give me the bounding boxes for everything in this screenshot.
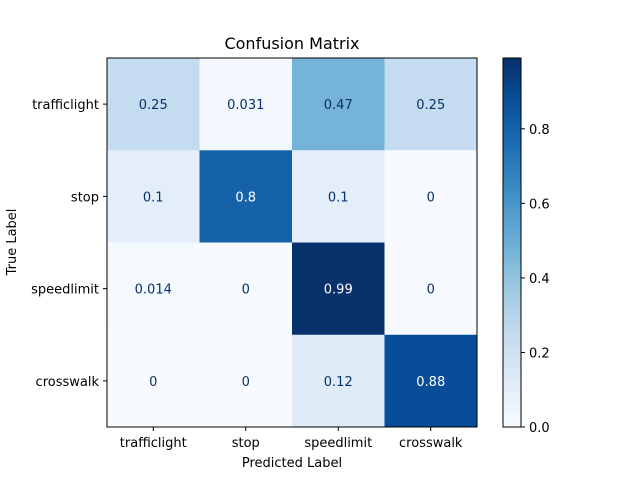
plot-frame: [106, 57, 478, 428]
heatmap-cell: [384, 58, 478, 151]
x-tick-label: crosswalk: [399, 436, 463, 451]
y-axis-label: True Label: [5, 209, 20, 277]
chart-title: Confusion Matrix: [224, 34, 359, 53]
heatmap-cell: [292, 58, 385, 151]
y-tick-label: trafficlight: [32, 98, 99, 113]
heatmap-cell: [107, 150, 200, 243]
cell-value-label: 0.47: [324, 98, 353, 113]
colorbar-tick-label: 0.4: [529, 272, 550, 287]
colorbar-tick-label: 0.0: [529, 421, 550, 436]
cell-value-label: 0.99: [324, 283, 353, 298]
cell-value-label: 0: [149, 375, 157, 390]
cell-value-label: 0: [427, 283, 435, 298]
cell-value-label: 0.25: [416, 98, 445, 113]
y-axis-ticks: trafficlight stop speedlimit crosswalk: [31, 98, 107, 390]
y-tick-label: speedlimit: [31, 283, 99, 298]
heatmap-cell: [107, 334, 200, 428]
x-tick-label: speedlimit: [304, 436, 372, 451]
x-axis-label: Predicted Label: [242, 456, 342, 471]
heatmap-cell: [199, 334, 293, 428]
heatmap-cells: 0.25 0.031 0.47 0.25 0.1 0.8 0.1 0 0.014 0 0.99 0 0 0…: [107, 58, 478, 428]
heatmap-cell: [107, 242, 200, 336]
heatmap-cell: [292, 334, 385, 428]
x-tick-label: stop: [232, 436, 260, 451]
cell-value-label: 0: [242, 375, 250, 390]
cell-value-label: 0.88: [416, 375, 445, 390]
cell-value-label: 0: [242, 283, 250, 298]
heatmap-cell: [199, 150, 293, 243]
cell-value-label: 0.031: [227, 98, 264, 113]
colorbar-ticks: 0.0 0.2 0.4 0.6 0.8: [521, 123, 550, 436]
y-tick-label: crosswalk: [36, 375, 100, 390]
heatmap-cell: [292, 242, 385, 336]
heatmap-cell: [107, 58, 200, 151]
cell-value-label: 0.25: [139, 98, 168, 113]
colorbar: [502, 57, 522, 428]
x-axis-ticks: trafficlight stop speedlimit crosswalk: [120, 427, 463, 451]
y-tick-label: stop: [71, 190, 99, 205]
heatmap-cell: [384, 242, 478, 336]
colorbar-tick-label: 0.8: [529, 123, 550, 138]
heatmap-cell: [292, 150, 385, 243]
cell-value-label: 0.1: [328, 190, 349, 205]
x-tick-label: trafficlight: [120, 436, 187, 451]
cell-value-label: 0.8: [235, 190, 256, 205]
cell-value-label: 0.12: [324, 375, 353, 390]
cell-value-label: 0.014: [135, 283, 172, 298]
heatmap-cell: [199, 242, 293, 336]
heatmap-cell: [199, 58, 293, 151]
colorbar-tick-label: 0.6: [529, 197, 550, 212]
heatmap-cell: [384, 150, 478, 243]
heatmap-cell: [384, 334, 478, 428]
colorbar-tick-label: 0.2: [529, 346, 550, 361]
cell-value-label: 0.1: [143, 190, 164, 205]
cell-value-label: 0: [427, 190, 435, 205]
